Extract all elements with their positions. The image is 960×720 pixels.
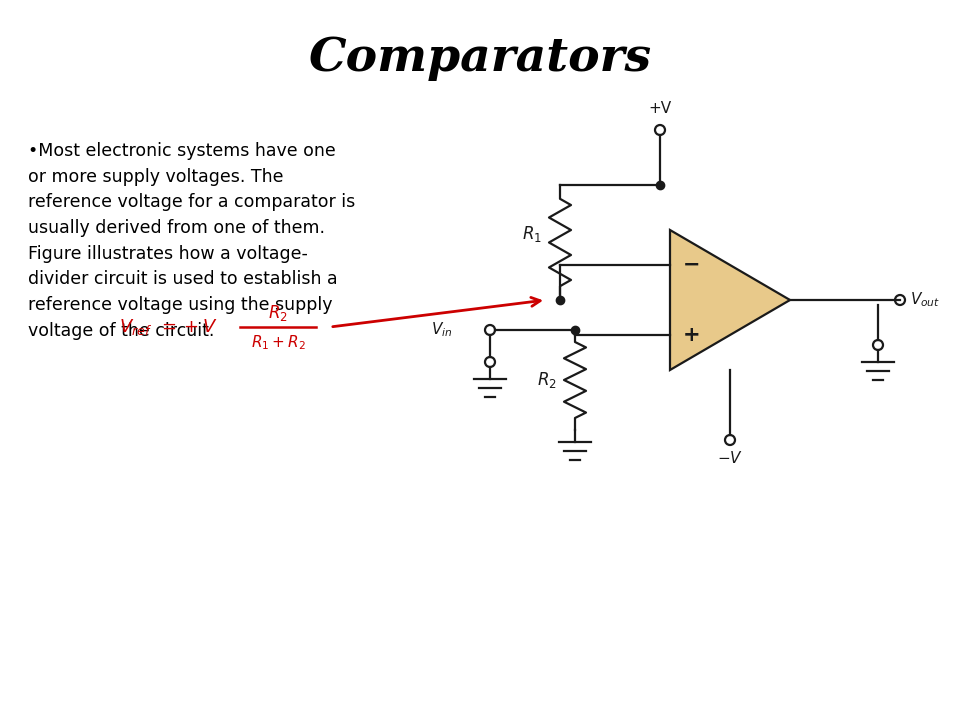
Text: $R_2$: $R_2$: [537, 370, 557, 390]
Text: $-V$: $-V$: [717, 450, 743, 466]
Text: $V_{out}$: $V_{out}$: [910, 291, 940, 310]
Text: $R_1$: $R_1$: [522, 225, 542, 245]
Text: +V: +V: [648, 101, 672, 116]
Text: +: +: [684, 325, 701, 345]
Text: $= +V$: $= +V$: [158, 318, 218, 336]
Text: •Most electronic systems have one
or more supply voltages. The
reference voltage: •Most electronic systems have one or mor…: [28, 142, 355, 340]
Text: −: −: [684, 255, 701, 275]
Text: $V_{in}$: $V_{in}$: [431, 320, 452, 339]
Text: Comparators: Comparators: [308, 35, 652, 81]
Text: $R_2$: $R_2$: [268, 303, 288, 323]
Text: $V_{ref}$: $V_{ref}$: [119, 317, 152, 337]
Polygon shape: [670, 230, 790, 370]
Text: $R_1 + R_2$: $R_1 + R_2$: [251, 333, 305, 352]
